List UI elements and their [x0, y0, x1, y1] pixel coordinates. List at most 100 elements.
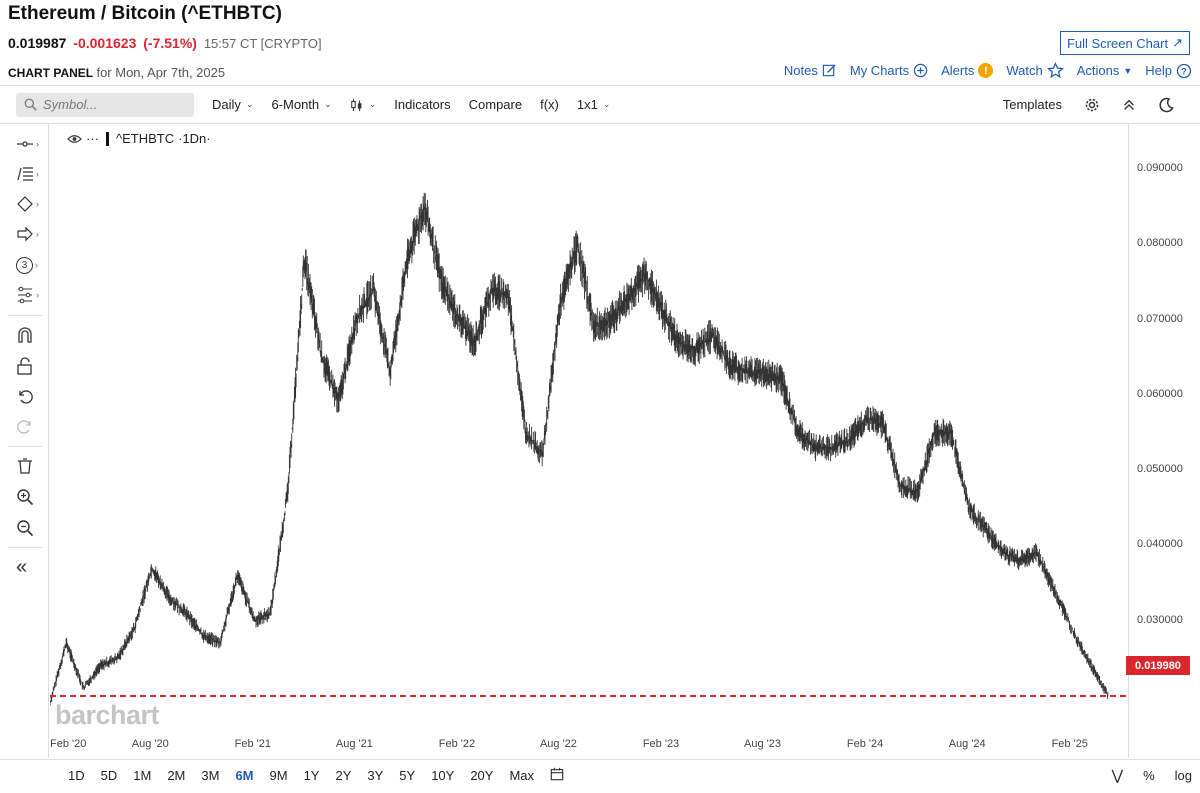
price-series-line [50, 192, 1109, 707]
symbol-input[interactable] [43, 97, 183, 112]
line-tool-button[interactable]: › [16, 132, 44, 156]
undo-button[interactable] [16, 384, 44, 408]
help-link[interactable]: Help ? [1145, 63, 1192, 79]
calendar-icon[interactable] [550, 767, 564, 784]
full-screen-chart-button[interactable]: Full Screen Chart ↗ [1059, 31, 1190, 55]
lock-button[interactable] [16, 354, 44, 378]
chart-toolbar: Daily ⌄ 6-Month ⌄ ⌄ Indicators Compare f(x… [0, 86, 1200, 123]
log-toggle[interactable]: log [1174, 767, 1192, 783]
star-icon [1046, 62, 1064, 79]
templates-button[interactable]: Templates [1002, 97, 1062, 112]
shape-tool-icon [17, 196, 33, 212]
arrow-tool-button[interactable]: › [16, 222, 44, 246]
panel-date: for Mon, Apr 7th, 2025 [96, 65, 226, 80]
y-tick-label: 0.060000 [1137, 387, 1183, 400]
shape-tool-button[interactable]: › [16, 192, 44, 216]
x-axis[interactable]: Feb '20 Aug '20 Feb '21 Aug '21 Feb '22 Aug '… [50, 738, 1128, 758]
moon-icon[interactable] [1158, 97, 1174, 113]
series-layer [50, 192, 1109, 707]
quote-time: 15:57 CT [CRYPTO] [203, 36, 322, 51]
x-tick-label: Feb '20 [50, 738, 87, 750]
price-change: -0.001623 [73, 35, 137, 51]
full-screen-label: Full Screen Chart [1066, 35, 1169, 51]
compare-button[interactable]: Compare [468, 97, 523, 112]
y-tick-label: 0.030000 [1137, 613, 1183, 626]
double-chevron-up-icon[interactable] [1122, 98, 1136, 112]
fib-tool-button[interactable]: › [16, 162, 44, 186]
range-button-9m[interactable]: 9M [269, 767, 288, 783]
range-button-1y[interactable]: 1Y [303, 767, 320, 783]
range-button-20y[interactable]: 20Y [470, 767, 494, 783]
x-tick-label: Feb '22 [438, 738, 476, 750]
actions-menu[interactable]: Actions ▼ [1077, 63, 1133, 78]
indicators-button[interactable]: Indicators [394, 97, 451, 112]
period-label: 6-Month [271, 97, 320, 112]
legend-menu-dots[interactable]: ··· [86, 131, 99, 146]
caret-down-icon: ▼ [1123, 65, 1133, 76]
interval-select[interactable]: Daily ⌄ [212, 97, 253, 112]
range-button-5d[interactable]: 5D [100, 767, 118, 783]
fx-button[interactable]: f(x) [540, 97, 559, 112]
notes-link[interactable]: Notes [784, 63, 837, 78]
external-arrow-icon: ↗ [1172, 35, 1183, 50]
chevron-down-icon: ⌄ [602, 99, 611, 109]
range-button-2y[interactable]: 2Y [335, 767, 352, 783]
search-icon [24, 98, 37, 111]
candlestick-icon [350, 98, 362, 111]
range-button-2m[interactable]: 2M [167, 767, 186, 783]
eye-icon[interactable] [67, 134, 82, 144]
range-button-6m[interactable]: 6M [235, 767, 254, 783]
range-button-max[interactable]: Max [509, 767, 535, 783]
magnet-icon [18, 327, 32, 343]
redo-button[interactable] [16, 414, 44, 438]
x-tick-label: Aug '21 [335, 738, 373, 750]
line-tool-icon [17, 141, 33, 147]
pattern-tool-button[interactable]: › [16, 283, 44, 307]
barchart-logo: barchart [55, 700, 160, 730]
double-chevron-down-icon[interactable]: ⋁ [1111, 766, 1124, 783]
watch-link[interactable]: Watch [1006, 62, 1064, 79]
range-button-5y[interactable]: 5Y [399, 767, 416, 783]
symbol-search[interactable] [16, 92, 194, 117]
x-tick-label: Aug '22 [539, 738, 577, 750]
count-circle-icon: 3 [16, 256, 33, 274]
range-button-10y[interactable]: 10Y [431, 767, 455, 783]
range-button-1m[interactable]: 1M [133, 767, 152, 783]
notes-label: Notes [783, 63, 818, 78]
range-selector: 1D 5D 1M 2M 3M 6M 9M 1Y 2Y 3Y 5Y 10Y 20Y Max ⋁ % log [0, 759, 1200, 790]
legend-color-bar [106, 131, 109, 146]
alerts-link[interactable]: Alerts ! [941, 63, 994, 78]
range-button-3m[interactable]: 3M [201, 767, 220, 783]
last-price-tag: 0.019980 [1126, 656, 1190, 675]
y-tick-label: 0.090000 [1137, 162, 1183, 175]
layout-select[interactable]: 1x1 ⌄ [577, 97, 611, 112]
period-select[interactable]: 6-Month ⌄ [271, 97, 331, 112]
undo-icon [19, 390, 33, 404]
chevron-right-icon: › [36, 169, 39, 179]
zoom-out-button[interactable] [16, 516, 44, 540]
range-button-3y[interactable]: 3Y [367, 767, 384, 783]
percent-toggle[interactable]: % [1143, 767, 1155, 783]
range-button-1d[interactable]: 1D [68, 767, 85, 783]
help-label: Help [1145, 63, 1172, 78]
chevron-down-icon: ⌄ [245, 99, 254, 109]
sidebar-divider [8, 315, 42, 316]
edit-icon [822, 64, 836, 77]
count-tool-button[interactable]: 3 › [16, 253, 44, 277]
chevron-right-icon: › [35, 260, 38, 270]
zoom-in-button[interactable] [16, 485, 44, 509]
quote-line: 0.019987 -0.001623 (-7.51%) 15:57 CT [CR… [8, 35, 322, 51]
magnet-button[interactable] [16, 323, 44, 347]
gear-icon[interactable] [1084, 97, 1100, 113]
help-icon: ? [1176, 63, 1192, 78]
delete-button[interactable] [16, 454, 44, 478]
my-charts-link[interactable]: My Charts [850, 63, 928, 78]
price-chart[interactable] [50, 124, 1128, 756]
y-axis[interactable]: 0.090000 0.080000 0.070000 0.060000 0.050000… [1128, 124, 1200, 758]
redo-icon [17, 420, 31, 434]
chart-type-select[interactable]: ⌄ [350, 98, 376, 112]
pattern-tool-icon [18, 286, 32, 304]
my-charts-label: My Charts [849, 63, 910, 78]
collapse-sidebar-button[interactable]: « [16, 555, 44, 579]
fib-tool-icon [17, 167, 33, 181]
